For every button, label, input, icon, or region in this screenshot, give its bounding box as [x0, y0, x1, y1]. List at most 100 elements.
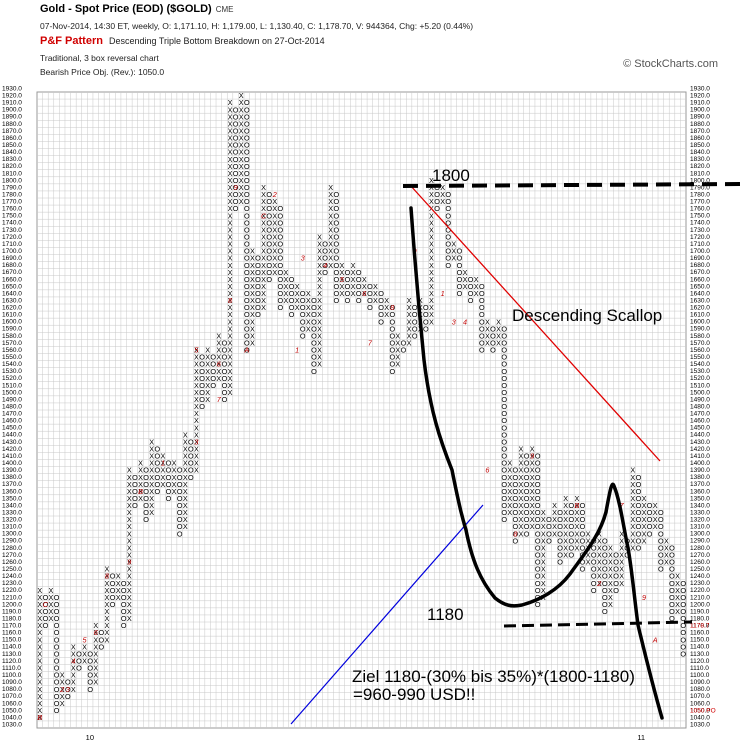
- y-tick-right: 1090.0: [690, 679, 710, 686]
- y-tick-right: 1350.0: [690, 495, 710, 502]
- pnf-x: X: [71, 656, 76, 665]
- y-marker-label: 1178.7: [690, 623, 710, 630]
- pnf-o: O: [356, 275, 362, 284]
- y-tick-right: 1670.0: [690, 269, 710, 276]
- y-tick-left: 1700.0: [2, 248, 22, 255]
- pnf-o: O: [166, 466, 172, 475]
- pnf-o: O: [132, 487, 138, 496]
- pnf-x: X: [563, 494, 568, 503]
- pnf-x: X: [306, 296, 311, 305]
- pnf-o: O: [680, 621, 686, 630]
- pnf-x: X: [630, 515, 635, 524]
- y-tick-left: 1120.0: [2, 658, 22, 665]
- pnf-o: O: [244, 183, 250, 192]
- pnf-o: O: [513, 494, 519, 503]
- pnf-o: O: [613, 558, 619, 567]
- pnf-x: X: [608, 579, 613, 588]
- pnf-o: O: [568, 508, 574, 517]
- pnf-x: X: [93, 656, 98, 665]
- pnf-o: O: [378, 310, 384, 319]
- y-tick-right: 1140.0: [690, 644, 710, 651]
- y-tick-left: 1900.0: [2, 107, 22, 114]
- pnf-x: X: [116, 593, 121, 602]
- pnf-x: X: [306, 310, 311, 319]
- pnf-x: X: [541, 558, 546, 567]
- pnf-x: X: [440, 197, 445, 206]
- pnf-x: X: [597, 536, 602, 545]
- pnf-x: X: [619, 572, 624, 581]
- pnf-x: X: [239, 148, 244, 157]
- pnf-x: X: [82, 642, 87, 651]
- pnf-x: X: [630, 480, 635, 489]
- pnf-o: O: [87, 649, 93, 658]
- pnf-x: X: [183, 480, 188, 489]
- pnf-x: X: [440, 190, 445, 199]
- pnf-x: X: [407, 296, 412, 305]
- pnf-x: X: [37, 671, 42, 680]
- pnf-o: O: [680, 649, 686, 658]
- pnf-x: X: [429, 310, 434, 319]
- pnf-o: O: [434, 197, 440, 206]
- y-tick-right: 1570.0: [690, 340, 710, 347]
- y-tick-right: 1910.0: [690, 100, 710, 107]
- y-tick-right: 1030.0: [690, 721, 710, 728]
- pnf-o: O: [445, 247, 451, 256]
- pnf-o: O: [333, 225, 339, 234]
- pnf-x: X: [541, 572, 546, 581]
- pnf-x: X: [351, 282, 356, 291]
- pnf-o: O: [278, 254, 284, 263]
- pnf-x: X: [328, 254, 333, 263]
- pnf-x: X: [395, 331, 400, 340]
- pnf-x: X: [172, 459, 177, 468]
- pnf-x: X: [116, 572, 121, 581]
- pnf-o: O: [199, 388, 205, 397]
- x-tick-year: 10: [86, 733, 94, 742]
- pnf-o: O: [680, 586, 686, 595]
- pnf-x: X: [149, 487, 154, 496]
- pnf-x: X: [127, 565, 132, 574]
- brand-label[interactable]: © StockCharts.com: [623, 58, 718, 70]
- pnf-x: X: [205, 353, 210, 362]
- pnf-o: O: [345, 282, 351, 291]
- pnf-o: O: [289, 310, 295, 319]
- pnf-x: X: [530, 508, 535, 517]
- y-tick-right: 1850.0: [690, 142, 710, 149]
- pnf-x: X: [160, 452, 165, 461]
- pnf-x: X: [261, 204, 266, 213]
- chart-title: Gold - Spot Price (EOD) ($GOLD) CME: [40, 3, 234, 15]
- pnf-o: O: [535, 501, 541, 510]
- pnf-o: O: [389, 338, 395, 347]
- pnf-o: O: [389, 331, 395, 340]
- pnf-x: X: [339, 282, 344, 291]
- pnf-o: O: [535, 515, 541, 524]
- pnf-o: O: [602, 586, 608, 595]
- pnf-x: X: [597, 543, 602, 552]
- pnf-x: X: [619, 543, 624, 552]
- pnf-o: O: [255, 275, 261, 284]
- pnf-x: X: [183, 494, 188, 503]
- pnf-o: O: [557, 558, 563, 567]
- pnf-o: O: [680, 614, 686, 623]
- pnf-o: O: [669, 586, 675, 595]
- pnf-x: X: [105, 607, 110, 616]
- y-tick-right: 1680.0: [690, 262, 710, 269]
- pnf-x: X: [429, 282, 434, 291]
- pnf-x: X: [339, 289, 344, 298]
- pnf-x: X: [228, 232, 233, 241]
- pnf-o: O: [501, 515, 507, 524]
- pnf-o: O: [233, 190, 239, 199]
- pnf-x: X: [261, 282, 266, 291]
- y-tick-left: 1580.0: [2, 333, 22, 340]
- y-tick-right: 1770.0: [690, 199, 710, 206]
- pnf-x: X: [183, 501, 188, 510]
- pnf-o: O: [244, 247, 250, 256]
- month-marker: 4: [323, 261, 327, 270]
- pnf-o: O: [389, 367, 395, 376]
- pnf-x: X: [239, 112, 244, 121]
- month-marker: 7: [620, 501, 625, 510]
- pnf-x: X: [519, 529, 524, 538]
- pnf-x: X: [127, 536, 132, 545]
- pnf-o: O: [255, 296, 261, 305]
- pnf-o: O: [110, 600, 116, 609]
